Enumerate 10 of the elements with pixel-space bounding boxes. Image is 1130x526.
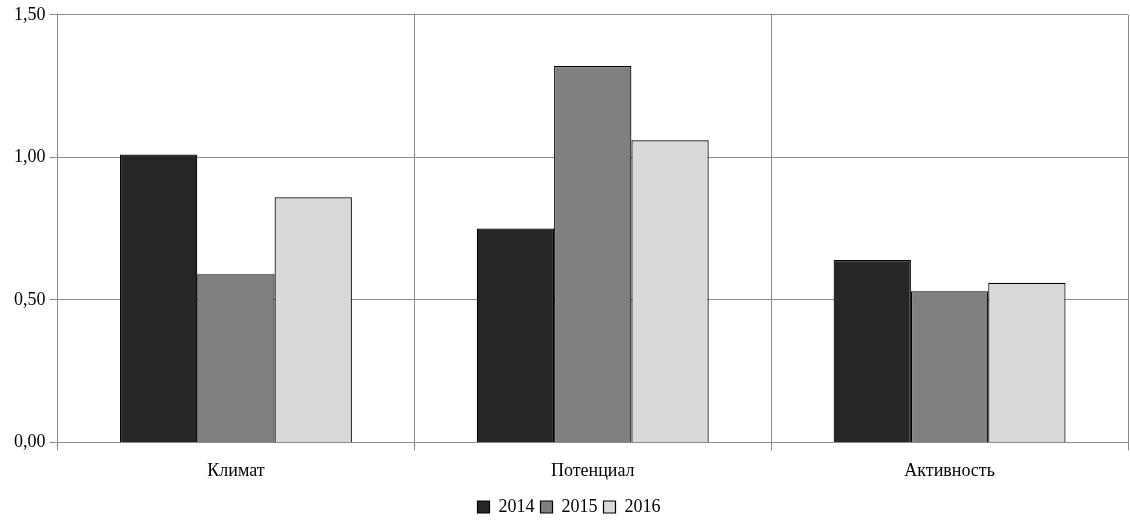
y-tick-label: 1,50 [14, 3, 46, 24]
legend-label: 2016 [624, 495, 661, 516]
x-tick-label: Потенциал [550, 459, 635, 480]
x-tick-label: Климат [207, 459, 265, 480]
y-tick-label: 0,50 [14, 288, 46, 309]
x-tick-label: Активность [904, 459, 995, 480]
y-tick-label: 1,00 [14, 146, 46, 167]
legend-label: 2015 [561, 495, 598, 516]
legend-label: 2014 [498, 495, 535, 516]
y-tick-label: 0,00 [14, 431, 46, 452]
